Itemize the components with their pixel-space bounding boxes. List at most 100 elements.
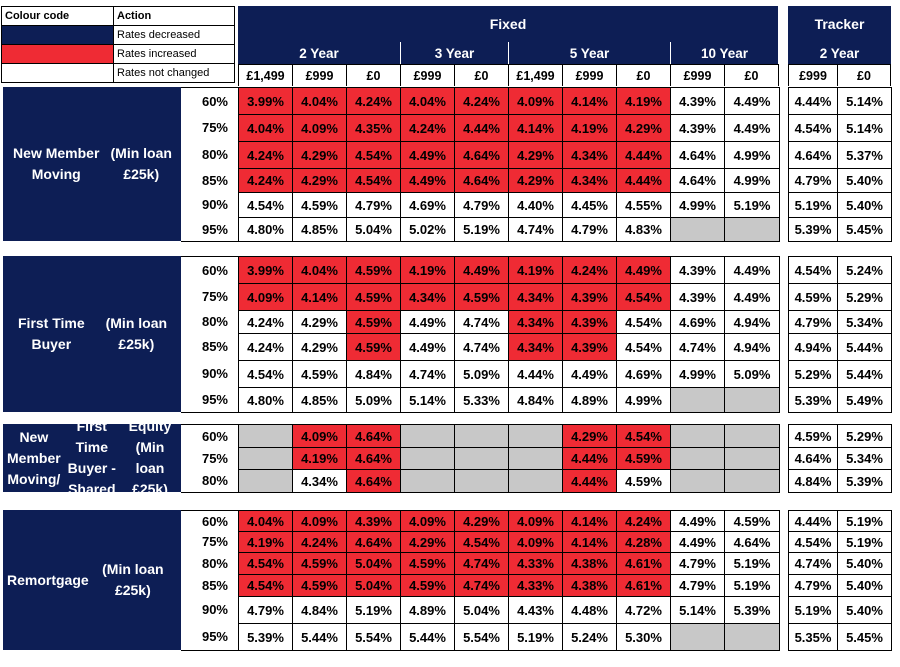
- fixed-rate-cell: 4.64%: [347, 470, 401, 493]
- ltv-label: 75%: [181, 447, 238, 470]
- fixed-rate-cell: 4.14%: [293, 284, 347, 311]
- fixed-rate-cell: 5.04%: [455, 597, 509, 624]
- fixed-rate-cell: 4.49%: [401, 142, 455, 169]
- fixed-rate-cell: 5.02%: [401, 218, 455, 242]
- ltv-label: 90%: [181, 596, 238, 624]
- fixed-rate-cell: [509, 448, 563, 470]
- fixed-rate-cell: 4.89%: [401, 597, 455, 624]
- fixed-rate-cell: 4.14%: [563, 532, 617, 553]
- fixed-rate-cell: 5.14%: [671, 597, 725, 624]
- fixed-rate-cell: 4.69%: [401, 193, 455, 218]
- fixed-rate-cell: 4.29%: [509, 169, 563, 193]
- fixed-rate-cell: 4.39%: [671, 88, 725, 115]
- fixed-rate-cell: 4.09%: [293, 425, 347, 448]
- fixed-rate-cell: 4.54%: [617, 334, 671, 361]
- section-label-line: (Min loan £25k): [110, 145, 172, 182]
- fixed-rate-cell: 4.24%: [293, 532, 347, 553]
- fixed-rate-cell: 4.59%: [293, 575, 347, 597]
- ltv-label: 95%: [181, 217, 238, 242]
- fixed-rate-cell: 4.64%: [347, 532, 401, 553]
- fixed-rate-cell: 5.04%: [347, 575, 401, 597]
- fixed-rate-cell: [239, 448, 293, 470]
- tracker-option-row: £999 £0: [788, 64, 891, 86]
- fixed-rate-cell: 4.59%: [347, 334, 401, 361]
- tracker-rate-cell: 4.59%: [789, 284, 838, 311]
- fixed-rate-cell: 4.09%: [509, 532, 563, 553]
- fixed-rate-cell: [671, 425, 725, 448]
- fixed-rate-cell: 4.54%: [617, 425, 671, 448]
- fixed-rate-cell: 4.54%: [617, 284, 671, 311]
- fixed-option: £0: [454, 64, 508, 86]
- fixed-rate-cell: 4.35%: [347, 115, 401, 142]
- fixed-rate-cell: 4.54%: [239, 361, 293, 388]
- fixed-rate-cell: 4.38%: [563, 553, 617, 575]
- ltv-label: 80%: [181, 141, 238, 169]
- fixed-rate-cell: 4.29%: [563, 425, 617, 448]
- fixed-rate-cell: 4.84%: [347, 361, 401, 388]
- fixed-rate-cell: 4.34%: [509, 334, 563, 361]
- fixed-rate-cell: 4.64%: [347, 448, 401, 470]
- fixed-rate-cell: [725, 425, 780, 448]
- fixed-rate-cell: 4.49%: [401, 169, 455, 193]
- fixed-rate-cell: 4.29%: [455, 511, 509, 532]
- ltv-label: 80%: [181, 310, 238, 334]
- fixed-rate-cell: 4.49%: [401, 311, 455, 334]
- section-label-line: First Time Buyer - Shared: [67, 418, 116, 497]
- fixed-rate-cell: 4.24%: [239, 311, 293, 334]
- fixed-rate-cell: 5.04%: [347, 553, 401, 575]
- tracker-rate-cell: 4.84%: [789, 470, 838, 493]
- fixed-rate-cell: 4.99%: [725, 169, 780, 193]
- tracker-rate-cell: 4.54%: [789, 115, 838, 142]
- tracker-rate-cell: 5.45%: [838, 624, 892, 651]
- fixed-rate-cell: 5.54%: [347, 624, 401, 651]
- fixed-rate-cell: 4.04%: [401, 88, 455, 115]
- fixed-option: £0: [724, 64, 779, 86]
- fixed-rate-cell: 4.99%: [725, 142, 780, 169]
- fixed-rate-cell: 4.79%: [671, 575, 725, 597]
- fixed-rate-cell: 4.59%: [455, 284, 509, 311]
- fixed-rate-cell: 4.04%: [293, 88, 347, 115]
- tracker-rate-cell: 4.79%: [789, 169, 838, 193]
- fixed-rate-cell: 4.80%: [239, 388, 293, 413]
- fixed-rate-cell: 4.69%: [671, 311, 725, 334]
- fixed-rate-cell: 4.39%: [347, 511, 401, 532]
- tracker-rate-cell: 5.44%: [838, 361, 892, 388]
- fixed-rate-cell: 4.39%: [563, 284, 617, 311]
- fixed-option: £999: [400, 64, 454, 86]
- fixed-rate-cell: 4.34%: [293, 470, 347, 493]
- fixed-rate-cell: 4.54%: [347, 142, 401, 169]
- tracker-option: £0: [837, 64, 891, 86]
- fixed-rate-cell: 5.24%: [563, 624, 617, 651]
- fixed-rate-cell: 4.79%: [455, 193, 509, 218]
- fixed-rate-cell: 4.39%: [671, 284, 725, 311]
- section-label-line: (Min loan £25k): [102, 561, 164, 598]
- fixed-rate-cell: 5.39%: [239, 624, 293, 651]
- fixed-rate-cell: 4.55%: [617, 193, 671, 218]
- fixed-rate-cell: 4.59%: [725, 511, 780, 532]
- fixed-rate-cell: [401, 470, 455, 493]
- legend-swatch-decreased: [2, 26, 114, 45]
- ltv-label: 60%: [181, 87, 238, 115]
- fixed-rate-cell: 4.83%: [617, 218, 671, 242]
- fixed-rate-cell: 4.39%: [563, 334, 617, 361]
- ltv-label: 95%: [181, 623, 238, 651]
- fixed-rate-cell: 4.61%: [617, 575, 671, 597]
- fixed-rate-cell: 4.29%: [293, 142, 347, 169]
- fixed-rate-cell: 4.49%: [725, 284, 780, 311]
- fixed-rate-cell: [725, 448, 780, 470]
- fixed-rate-cell: 4.04%: [239, 115, 293, 142]
- fixed-rate-cell: 4.74%: [455, 311, 509, 334]
- section-label-line: Equity (Min loan £25k): [128, 418, 172, 497]
- fixed-rate-cell: 4.79%: [347, 193, 401, 218]
- fixed-term-3-year: 3 Year: [400, 42, 508, 64]
- fixed-rate-cell: 3.99%: [239, 88, 293, 115]
- fixed-rate-cell: 4.09%: [509, 88, 563, 115]
- fixed-rate-cell: 5.33%: [455, 388, 509, 413]
- fixed-rate-cell: 4.54%: [455, 532, 509, 553]
- fixed-rate-cell: 4.14%: [509, 115, 563, 142]
- fixed-rate-cell: 4.64%: [455, 169, 509, 193]
- tracker-rate-cell: 5.14%: [838, 88, 892, 115]
- tracker-rate-cell: 5.29%: [838, 284, 892, 311]
- fixed-rate-cell: 4.43%: [509, 597, 563, 624]
- fixed-rate-cell: [239, 425, 293, 448]
